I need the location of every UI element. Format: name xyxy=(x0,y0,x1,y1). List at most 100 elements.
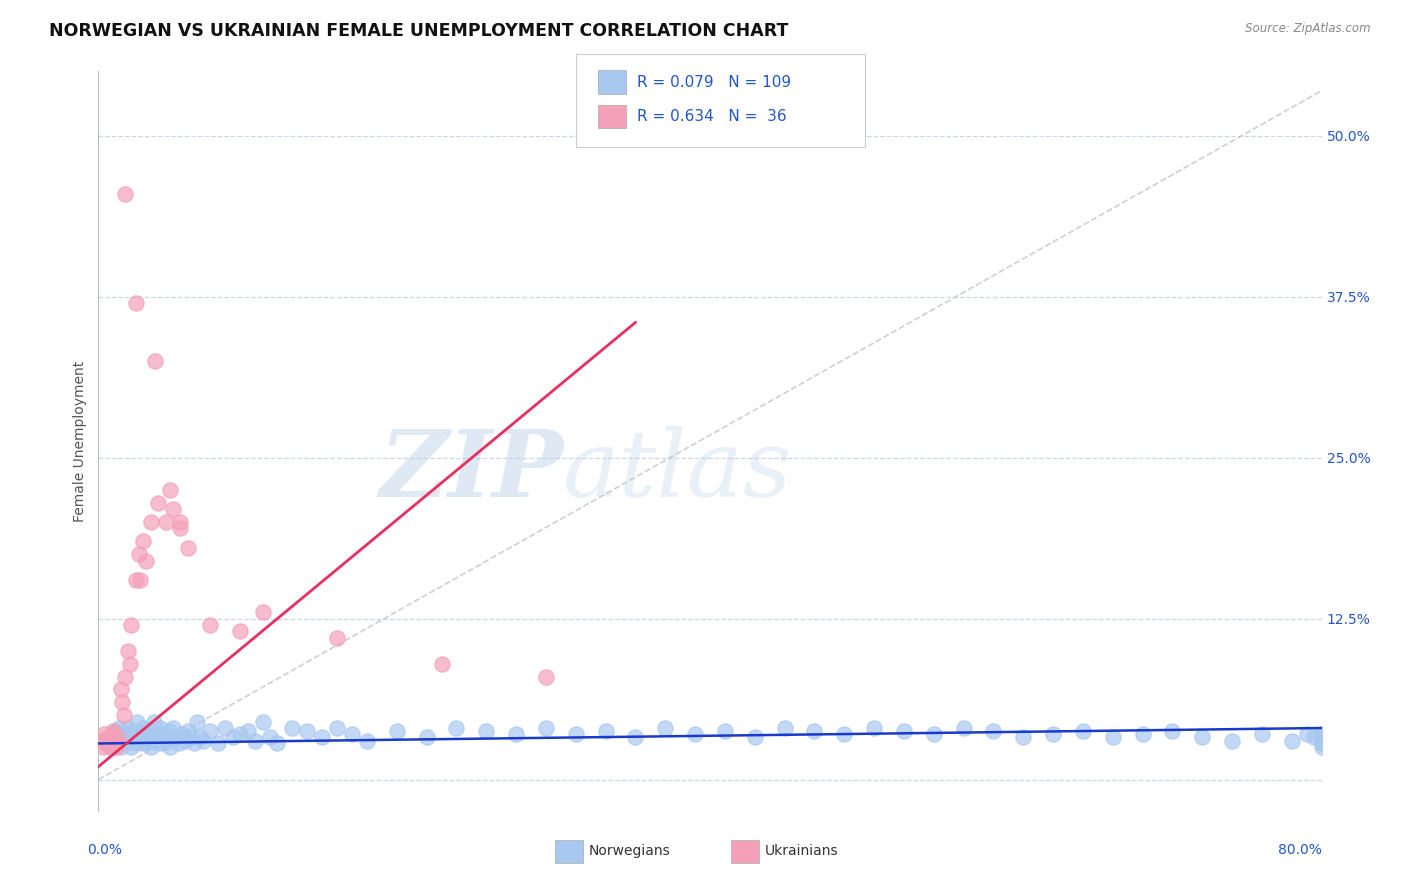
Point xyxy=(94,734,117,748)
Point xyxy=(125,296,148,310)
Text: atlas: atlas xyxy=(564,426,793,516)
Point xyxy=(114,669,136,683)
Point xyxy=(112,730,135,744)
Point xyxy=(120,618,142,632)
Point xyxy=(654,721,676,735)
Point xyxy=(155,515,177,529)
Point xyxy=(595,723,617,738)
Point xyxy=(128,723,150,738)
Point xyxy=(131,736,153,750)
Point xyxy=(101,740,124,755)
Text: Ukrainians: Ukrainians xyxy=(765,844,838,858)
Point xyxy=(162,502,184,516)
Point xyxy=(683,727,706,741)
Point xyxy=(1071,723,1094,738)
Point xyxy=(1191,730,1213,744)
Point xyxy=(475,723,498,738)
Point xyxy=(1310,736,1333,750)
Point xyxy=(103,723,125,738)
Point xyxy=(105,740,128,755)
Point xyxy=(142,714,165,729)
Point xyxy=(340,727,363,741)
Point xyxy=(149,721,172,735)
Point xyxy=(1303,730,1326,744)
Y-axis label: Female Unemployment: Female Unemployment xyxy=(73,361,87,522)
Point xyxy=(430,657,453,671)
Text: ZIP: ZIP xyxy=(380,426,564,516)
Point xyxy=(952,721,974,735)
Point xyxy=(150,730,173,744)
Point xyxy=(118,734,141,748)
Point xyxy=(117,721,139,735)
Point xyxy=(107,734,129,748)
Point xyxy=(565,727,588,741)
Point xyxy=(922,727,945,741)
Point xyxy=(1042,727,1064,741)
Point xyxy=(534,721,557,735)
Point xyxy=(243,734,266,748)
Point xyxy=(214,721,236,735)
Point xyxy=(135,554,157,568)
Point xyxy=(110,740,132,755)
Point xyxy=(1132,727,1154,741)
Text: Norwegians: Norwegians xyxy=(589,844,671,858)
Point xyxy=(146,496,169,510)
Point xyxy=(157,723,180,738)
Point xyxy=(191,734,214,748)
Point xyxy=(446,721,468,735)
Point xyxy=(534,669,557,683)
Point xyxy=(1310,734,1333,748)
Point xyxy=(415,730,437,744)
Point xyxy=(259,730,281,744)
Point xyxy=(91,740,114,755)
Point xyxy=(281,721,304,735)
Point xyxy=(714,723,737,738)
Point xyxy=(1251,727,1274,741)
Point xyxy=(118,657,141,671)
Text: NORWEGIAN VS UKRAINIAN FEMALE UNEMPLOYMENT CORRELATION CHART: NORWEGIAN VS UKRAINIAN FEMALE UNEMPLOYME… xyxy=(49,22,789,40)
Point xyxy=(186,714,208,729)
Point xyxy=(773,721,796,735)
Point xyxy=(229,624,252,639)
Point xyxy=(138,734,160,748)
Point xyxy=(252,714,274,729)
Point xyxy=(200,618,222,632)
Point xyxy=(114,186,136,201)
Point xyxy=(107,731,129,746)
Point xyxy=(122,730,145,744)
Point xyxy=(266,736,288,750)
Point xyxy=(143,354,166,368)
Point xyxy=(128,547,150,561)
Point xyxy=(169,515,191,529)
Point xyxy=(252,605,274,619)
Point xyxy=(200,723,222,738)
Point xyxy=(1295,727,1317,741)
Point xyxy=(125,573,148,587)
Point xyxy=(326,721,349,735)
Point xyxy=(90,734,112,748)
Point xyxy=(180,730,202,744)
Point xyxy=(115,727,138,741)
Point xyxy=(159,740,181,755)
Point xyxy=(114,736,136,750)
Point xyxy=(98,740,121,755)
Point xyxy=(94,736,117,750)
Point xyxy=(93,727,115,741)
Point xyxy=(110,682,132,697)
Point xyxy=(326,631,349,645)
Point xyxy=(111,723,134,738)
Text: Source: ZipAtlas.com: Source: ZipAtlas.com xyxy=(1246,22,1371,36)
Point xyxy=(129,573,152,587)
Point xyxy=(165,730,187,744)
Point xyxy=(1310,736,1333,750)
Point xyxy=(152,736,174,750)
Point xyxy=(135,736,157,750)
Point xyxy=(311,730,333,744)
Point xyxy=(893,723,915,738)
Point xyxy=(1310,730,1333,744)
Text: R = 0.079   N = 109: R = 0.079 N = 109 xyxy=(637,75,792,89)
Point xyxy=(229,727,252,741)
Point xyxy=(134,730,156,744)
Point xyxy=(385,723,408,738)
Point xyxy=(141,723,163,738)
